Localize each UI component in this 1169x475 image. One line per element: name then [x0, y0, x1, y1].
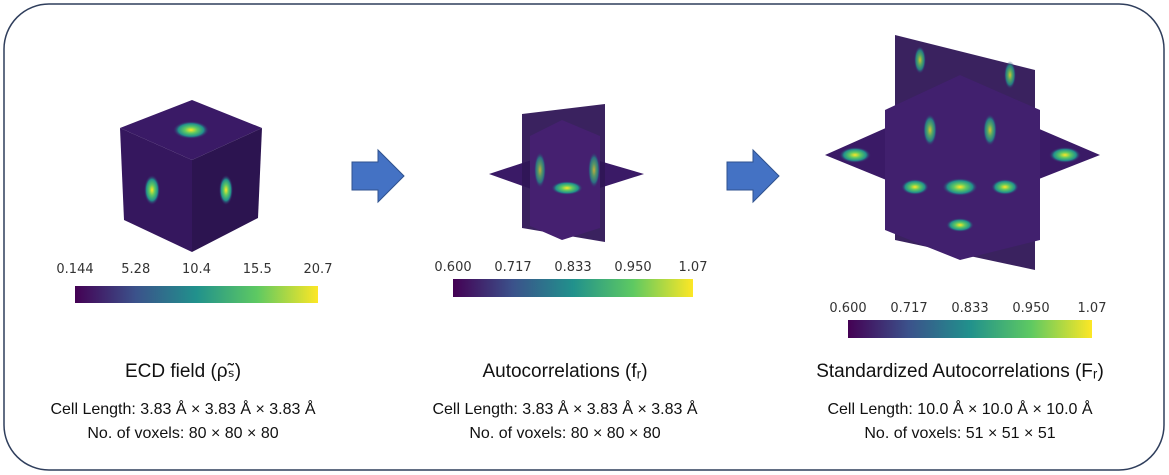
colorbar-tick-label: 0.600: [829, 301, 866, 316]
colorbar-tick-label: 0.950: [1012, 301, 1049, 316]
cube-render: [120, 100, 262, 252]
colorbar-tick-label: 0.144: [56, 262, 93, 277]
colorbar-tick-label: 0.600: [434, 260, 471, 275]
autocorrelation-render: [489, 104, 644, 242]
colorbar-tick-label: 10.4: [182, 262, 211, 277]
panel-title: ECD field (ρ̃ₛ): [125, 361, 241, 382]
figure: 0.144 5.28 10.4 15.5 20.7 ECD field (ρ̃ₛ) Cell…: [0, 0, 1169, 475]
colorbar-tick-label: 0.717: [494, 260, 531, 275]
colorbar-tick-label: 0.717: [890, 301, 927, 316]
colorbar-tick-label: 1.07: [679, 260, 708, 275]
colorbar: [848, 320, 1092, 338]
voxel-count: No. of voxels: 80 × 80 × 80: [469, 425, 660, 442]
colorbar: [75, 286, 318, 303]
cell-length: Cell Length: 10.0 Å × 10.0 Å × 10.0 Å: [827, 399, 1092, 418]
colorbar-tick-label: 0.833: [951, 301, 988, 316]
voxel-count: No. of voxels: 80 × 80 × 80: [87, 425, 278, 442]
colorbar-tick-label: 1.07: [1078, 301, 1107, 316]
colorbar-tick-label: 0.950: [614, 260, 651, 275]
colorbar-tick-label: 5.28: [121, 262, 150, 277]
arrow: [352, 150, 404, 202]
colorbar: [453, 279, 693, 297]
arrow: [727, 150, 779, 202]
cell-length: Cell Length: 3.83 Å × 3.83 Å × 3.83 Å: [50, 399, 315, 418]
colorbar-tick-label: 15.5: [243, 262, 272, 277]
cell-length: Cell Length: 3.83 Å × 3.83 Å × 3.83 Å: [432, 399, 697, 418]
panel-title: Autocorrelations (fᵣ): [482, 361, 647, 382]
colorbar-tick-label: 0.833: [554, 260, 591, 275]
panel-title: Standardized Autocorrelations (Fᵣ): [816, 361, 1104, 382]
colorbar-tick-label: 20.7: [304, 262, 333, 277]
standardized-render: [825, 35, 1100, 270]
voxel-count: No. of voxels: 51 × 51 × 51: [864, 425, 1055, 442]
